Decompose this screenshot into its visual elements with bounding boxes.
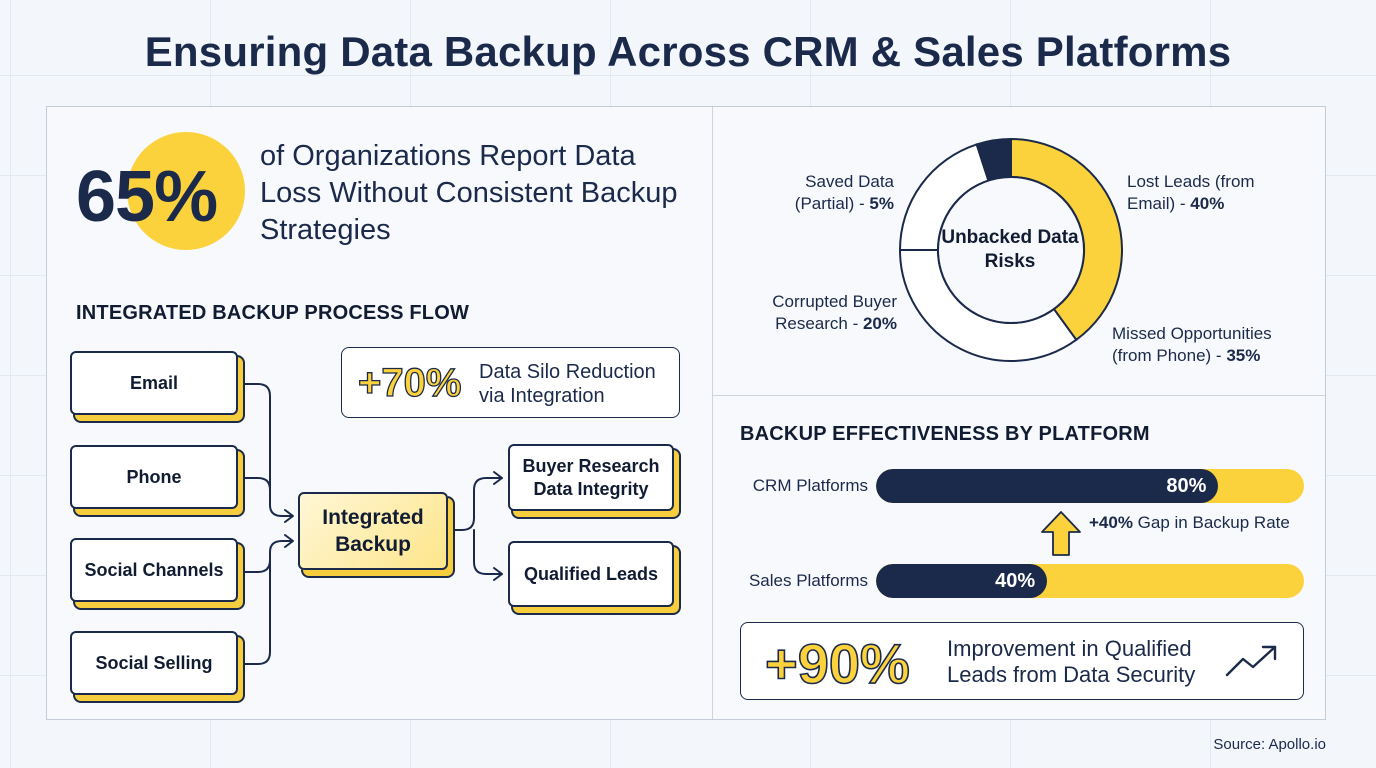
flow-source-email: Email [70, 351, 238, 415]
flow-output-qualified-leads: Qualified Leads [508, 541, 674, 607]
donut-label-corrupted-text: Corrupted Buyer Research - [772, 292, 897, 333]
silo-reduction-callout: +70% Data Silo Reduction via Integration [341, 347, 680, 418]
improvement-text: Improvement in Qualified Leads from Data… [947, 636, 1196, 687]
donut-label-lost-text: Lost Leads (from Email) - [1127, 172, 1255, 213]
stat-description: of Organizations Report Data Loss Withou… [260, 140, 678, 246]
vertical-divider [712, 107, 713, 719]
source-credit: Source: Apollo.io [1213, 736, 1326, 753]
donut-hole [937, 176, 1085, 324]
donut-label-saved-pct: 5% [869, 194, 894, 213]
improvement-value: +90% [764, 631, 910, 696]
bar-fill-sales: 40% [876, 564, 1048, 598]
donut-label-corrupted: Corrupted Buyer Research - 20% [752, 291, 897, 335]
bar-label-crm: CRM Platforms [752, 476, 868, 495]
donut-label-lost-pct: 40% [1190, 194, 1225, 213]
bar-track-sales: 40% [876, 564, 1304, 598]
trend-up-icon [1225, 645, 1277, 677]
bar-value-crm: 80% [1166, 475, 1207, 497]
stat-value: 65% [76, 157, 218, 237]
improvement-callout: +90% Improvement in Qualified Leads from… [740, 622, 1304, 700]
page-title: Ensuring Data Backup Across CRM & Sales … [144, 28, 1232, 75]
flow-output-buyer-research-label: Buyer Research Data Integrity [522, 455, 660, 499]
flow-source-social-channels: Social Channels [70, 538, 238, 602]
donut-label-lost: Lost Leads (from Email) - 40% [1127, 171, 1287, 215]
donut-label-missed-text: Missed Opportunities (from Phone) - [1112, 324, 1272, 365]
flow-center-label: Integrated Backup [322, 506, 424, 556]
flow-source-phone: Phone [70, 445, 238, 509]
stat-highlight-circle [127, 132, 245, 250]
donut-label-missed-pct: 35% [1226, 346, 1261, 365]
callout-value: +70% [357, 360, 462, 405]
donut-center-label: Unbacked Data Risks [941, 227, 1079, 272]
flow-output-buyer-research: Buyer Research Data Integrity [508, 444, 674, 511]
donut-label-corrupted-pct: 20% [862, 314, 897, 333]
risk-donut-chart [898, 137, 1123, 362]
donut-label-saved-text: Saved Data (Partial) - [794, 172, 894, 213]
flow-center-integrated-backup: Integrated Backup [298, 492, 448, 570]
bar-track-crm: 80% [876, 469, 1304, 503]
donut-label-missed: Missed Opportunities (from Phone) - 35% [1112, 323, 1302, 367]
bar-value-sales: 40% [995, 570, 1036, 592]
horizontal-divider [713, 395, 1325, 396]
flow-source-social-selling: Social Selling [70, 631, 238, 695]
donut-label-saved: Saved Data (Partial) - 5% [784, 171, 894, 215]
gap-value: +40% [1089, 513, 1133, 532]
backup-effectiveness-heading: BACKUP EFFECTIVENESS BY PLATFORM [740, 423, 1150, 445]
process-flow-heading: INTEGRATED BACKUP PROCESS FLOW [76, 302, 470, 324]
backup-gap-annotation: +40% Gap in Backup Rate [1089, 512, 1290, 534]
callout-text: Data Silo Reduction via Integration [479, 361, 656, 407]
bar-fill-crm: 80% [876, 469, 1219, 503]
bar-label-sales: Sales Platforms [748, 571, 868, 590]
gap-text: Gap in Backup Rate [1132, 513, 1290, 532]
